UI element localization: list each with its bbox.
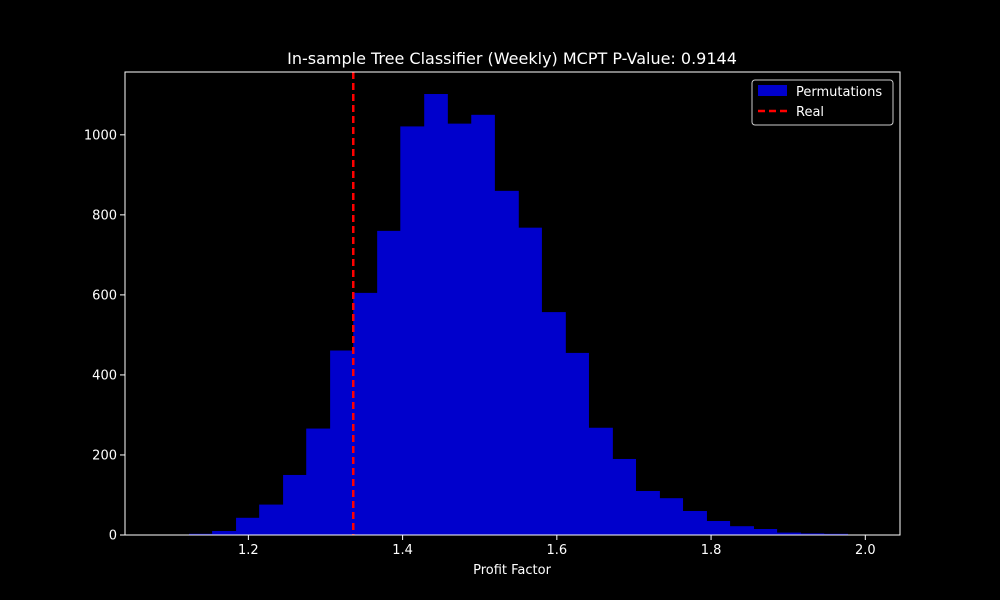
legend-label-permutations: Permutations	[796, 85, 882, 100]
histogram-bar-23	[729, 526, 754, 535]
histogram-bar-13	[494, 190, 519, 536]
histogram-bar-14	[518, 227, 542, 535]
histogram-bar-0	[189, 533, 213, 535]
histogram-bar-21	[682, 510, 707, 535]
y-axis-ticks: 0 200 400 600 800 1000	[84, 128, 125, 544]
x-tick-label-3: 1.8	[701, 543, 722, 558]
legend-label-real: Real	[796, 105, 824, 120]
histogram-bar-3	[259, 504, 284, 535]
histogram-bar-20	[659, 498, 684, 535]
histogram-bar-8	[377, 230, 401, 535]
chart-title: In-sample Tree Classifier (Weekly) MCPT …	[287, 49, 737, 68]
histogram-bar-12	[471, 114, 495, 536]
histogram-bar-26	[800, 533, 825, 535]
x-tick-label-4: 2.0	[855, 543, 876, 558]
legend-box	[751, 79, 894, 126]
histogram-bar-7	[353, 292, 378, 535]
histogram-bar-10	[424, 94, 448, 535]
histogram-bar-18	[612, 458, 636, 535]
x-tick-label-1: 1.4	[392, 543, 413, 558]
histogram-bar-27	[823, 533, 849, 535]
plot-frame	[124, 71, 901, 536]
y-tick-label-0: 0	[109, 529, 117, 544]
x-axis-label: Profit Factor	[473, 563, 551, 578]
legend: Permutations Real	[751, 79, 894, 126]
y-tick-label-5: 1000	[84, 128, 117, 143]
x-tick-label-2: 1.6	[546, 543, 567, 558]
y-tick-label-4: 800	[92, 208, 117, 223]
histogram-bar-2	[236, 517, 260, 535]
x-axis-ticks: 1.2 1.4 1.6 1.8 2.0	[238, 535, 876, 558]
y-tick-label-1: 200	[92, 448, 117, 463]
histogram-bar-25	[776, 532, 802, 535]
histogram-bar-5	[306, 428, 331, 535]
y-tick-label-3: 600	[92, 288, 117, 303]
histogram-bars	[189, 94, 849, 536]
histogram-bar-24	[753, 528, 778, 535]
histogram-bar-15	[541, 312, 566, 535]
histogram-bar-22	[706, 520, 731, 535]
histogram-bar-1	[212, 530, 237, 535]
histogram-bar-11	[447, 123, 472, 535]
histogram-bar-9	[400, 126, 425, 535]
y-tick-label-2: 400	[92, 368, 117, 383]
legend-swatch-permutations	[758, 85, 787, 96]
histogram-bar-6	[330, 350, 354, 535]
histogram-bar-16	[565, 352, 589, 535]
histogram-bar-19	[635, 490, 660, 535]
histogram-bar-4	[283, 474, 307, 535]
x-tick-label-0: 1.2	[238, 543, 259, 558]
histogram-bar-17	[588, 427, 613, 535]
